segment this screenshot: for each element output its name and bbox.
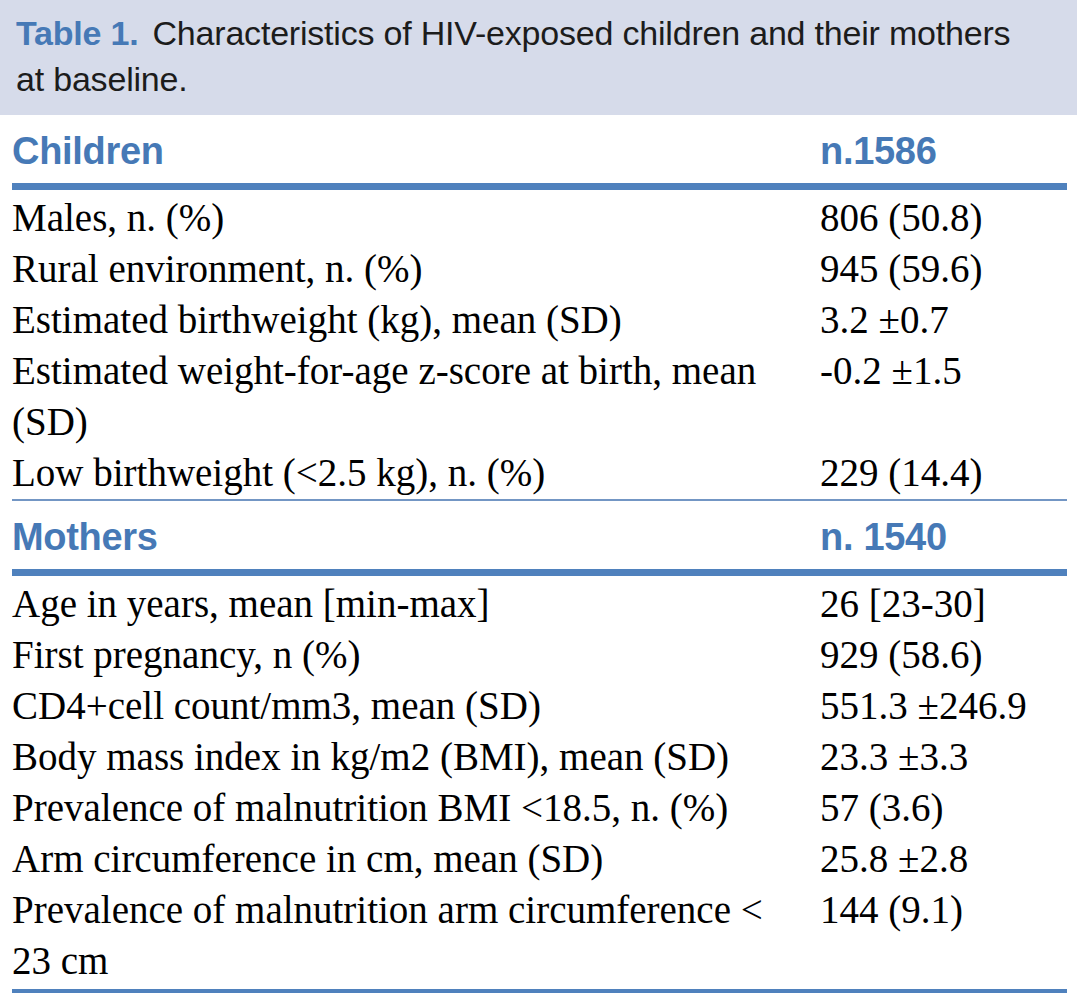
- divider-thick-bottom: [12, 989, 1067, 993]
- row-value: 929 (58.6): [820, 629, 1067, 680]
- row-value: 945 (59.6): [820, 243, 1067, 294]
- table-row: Prevalence of malnutrition arm circumfer…: [12, 884, 1067, 986]
- row-label: Estimated weight-for-age z-score at birt…: [12, 345, 820, 447]
- table-row: First pregnancy, n (%) 929 (58.6): [12, 629, 1067, 680]
- table-row: Estimated birthweight (kg), mean (SD) 3.…: [12, 294, 1067, 345]
- row-label: Estimated birthweight (kg), mean (SD): [12, 294, 820, 345]
- table-row: Age in years, mean [min-max] 26 [23-30]: [12, 578, 1067, 629]
- row-value: 806 (50.8): [820, 192, 1067, 243]
- section-header-mothers: Mothers n. 1540: [12, 513, 1067, 561]
- row-value: 144 (9.1): [820, 884, 1067, 935]
- row-value: -0.2 ±1.5: [820, 345, 1067, 396]
- table-row: Rural environment, n. (%) 945 (59.6): [12, 243, 1067, 294]
- caption-label: Table 1.: [16, 14, 138, 52]
- row-value: 26 [23-30]: [820, 578, 1067, 629]
- table-row: CD4+cell count/mm3, mean (SD) 551.3 ±246…: [12, 680, 1067, 731]
- section-title: Children: [12, 127, 820, 175]
- row-label: Prevalence of malnutrition arm circumfer…: [12, 884, 820, 986]
- row-value: 23.3 ±3.3: [820, 731, 1067, 782]
- table-row: Low birthweight (<2.5 kg), n. (%) 229 (1…: [12, 447, 1067, 498]
- section-header-children: Children n.1586: [12, 127, 1067, 175]
- table-row: Arm circumference in cm, mean (SD) 25.8 …: [12, 833, 1067, 884]
- row-value: 25.8 ±2.8: [820, 833, 1067, 884]
- row-label: Body mass index in kg/m2 (BMI), mean (SD…: [12, 731, 820, 782]
- row-label: Rural environment, n. (%): [12, 243, 820, 294]
- divider-thin: [12, 499, 1067, 501]
- table-row: Males, n. (%) 806 (50.8): [12, 192, 1067, 243]
- row-label: CD4+cell count/mm3, mean (SD): [12, 680, 820, 731]
- section-count: n. 1540: [820, 513, 1067, 561]
- table-row: Body mass index in kg/m2 (BMI), mean (SD…: [12, 731, 1067, 782]
- caption-text: Characteristics of HIV-exposed children …: [16, 14, 1010, 98]
- row-label: Arm circumference in cm, mean (SD): [12, 833, 820, 884]
- row-value: 3.2 ±0.7: [820, 294, 1067, 345]
- section-count: n.1586: [820, 127, 1067, 175]
- row-label: Males, n. (%): [12, 192, 820, 243]
- row-label: Age in years, mean [min-max]: [12, 578, 820, 629]
- row-label: First pregnancy, n (%): [12, 629, 820, 680]
- section-title: Mothers: [12, 513, 820, 561]
- row-value: 229 (14.4): [820, 447, 1067, 498]
- row-label: Low birthweight (<2.5 kg), n. (%): [12, 447, 820, 498]
- divider-thick: [12, 183, 1067, 190]
- row-label: Prevalence of malnutrition BMI <18.5, n.…: [12, 782, 820, 833]
- table-caption: Table 1.Characteristics of HIV-exposed c…: [0, 0, 1077, 115]
- row-value: 57 (3.6): [820, 782, 1067, 833]
- table-row: Prevalence of malnutrition BMI <18.5, n.…: [12, 782, 1067, 833]
- children-rows: Males, n. (%) 806 (50.8) Rural environme…: [12, 190, 1067, 499]
- table: Children n.1586 Males, n. (%) 806 (50.8)…: [0, 127, 1077, 993]
- row-value: 551.3 ±246.9: [820, 680, 1067, 731]
- mothers-rows: Age in years, mean [min-max] 26 [23-30] …: [12, 576, 1067, 987]
- table-row: Estimated weight-for-age z-score at birt…: [12, 345, 1067, 447]
- divider-thick: [12, 569, 1067, 576]
